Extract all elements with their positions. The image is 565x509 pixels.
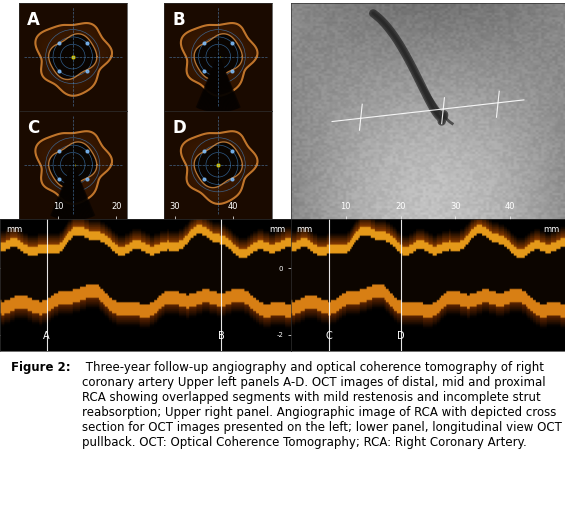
Polygon shape <box>192 141 246 193</box>
Polygon shape <box>190 139 247 194</box>
Polygon shape <box>54 148 93 184</box>
Polygon shape <box>36 23 112 96</box>
Polygon shape <box>53 147 94 186</box>
Polygon shape <box>54 40 93 76</box>
Polygon shape <box>41 28 106 90</box>
Polygon shape <box>184 133 255 201</box>
Polygon shape <box>40 26 108 92</box>
Polygon shape <box>194 142 242 188</box>
Polygon shape <box>181 131 258 204</box>
Polygon shape <box>194 143 244 190</box>
Polygon shape <box>186 136 252 199</box>
Polygon shape <box>49 35 98 82</box>
Polygon shape <box>37 132 111 203</box>
Text: D: D <box>173 120 186 137</box>
Polygon shape <box>47 142 99 191</box>
Polygon shape <box>197 146 241 187</box>
Text: mm: mm <box>544 225 559 235</box>
Polygon shape <box>186 28 252 90</box>
Polygon shape <box>37 24 111 94</box>
Polygon shape <box>188 29 250 89</box>
Polygon shape <box>38 25 109 93</box>
Polygon shape <box>46 141 101 193</box>
Text: B: B <box>173 11 185 29</box>
Polygon shape <box>44 138 103 195</box>
Polygon shape <box>185 135 253 200</box>
Polygon shape <box>195 145 242 188</box>
Text: D: D <box>397 331 405 342</box>
Text: A: A <box>44 331 50 342</box>
Polygon shape <box>194 34 242 79</box>
Polygon shape <box>181 131 258 204</box>
Polygon shape <box>49 34 97 79</box>
Polygon shape <box>45 32 102 86</box>
Polygon shape <box>199 40 238 76</box>
Polygon shape <box>189 30 249 88</box>
Text: A: A <box>27 11 40 29</box>
Text: C: C <box>326 331 333 342</box>
Polygon shape <box>50 145 97 188</box>
Polygon shape <box>195 36 242 80</box>
Polygon shape <box>42 137 105 197</box>
Polygon shape <box>182 132 256 203</box>
Text: mm: mm <box>297 225 312 235</box>
Polygon shape <box>193 142 245 191</box>
Polygon shape <box>189 138 249 195</box>
Polygon shape <box>47 34 99 83</box>
Polygon shape <box>38 133 109 201</box>
Polygon shape <box>45 139 102 194</box>
Polygon shape <box>46 33 101 84</box>
Polygon shape <box>198 39 239 77</box>
Polygon shape <box>192 33 246 84</box>
Polygon shape <box>36 131 112 204</box>
Polygon shape <box>194 35 244 82</box>
Polygon shape <box>51 38 95 79</box>
Polygon shape <box>185 26 253 92</box>
Polygon shape <box>181 23 258 96</box>
Polygon shape <box>40 135 108 200</box>
Polygon shape <box>190 32 247 86</box>
Polygon shape <box>50 36 97 80</box>
Polygon shape <box>49 143 98 190</box>
Text: Three-year follow-up angiography and optical coherence tomography of right coron: Three-year follow-up angiography and opt… <box>82 361 562 449</box>
Polygon shape <box>36 23 112 96</box>
Polygon shape <box>44 30 103 88</box>
Polygon shape <box>184 25 255 93</box>
Polygon shape <box>193 34 245 83</box>
Text: B: B <box>218 331 224 342</box>
Polygon shape <box>36 131 112 204</box>
Polygon shape <box>51 146 95 187</box>
Text: Figure 2:: Figure 2: <box>11 361 71 374</box>
Text: mm: mm <box>6 225 22 235</box>
Polygon shape <box>49 142 97 188</box>
Polygon shape <box>197 38 241 79</box>
Polygon shape <box>181 23 258 96</box>
Text: C: C <box>27 120 40 137</box>
Polygon shape <box>182 24 256 94</box>
Polygon shape <box>41 136 106 199</box>
Polygon shape <box>188 137 250 197</box>
Polygon shape <box>198 147 239 186</box>
Polygon shape <box>42 29 105 89</box>
Polygon shape <box>199 148 238 184</box>
Text: mm: mm <box>269 225 285 235</box>
Polygon shape <box>53 39 94 77</box>
